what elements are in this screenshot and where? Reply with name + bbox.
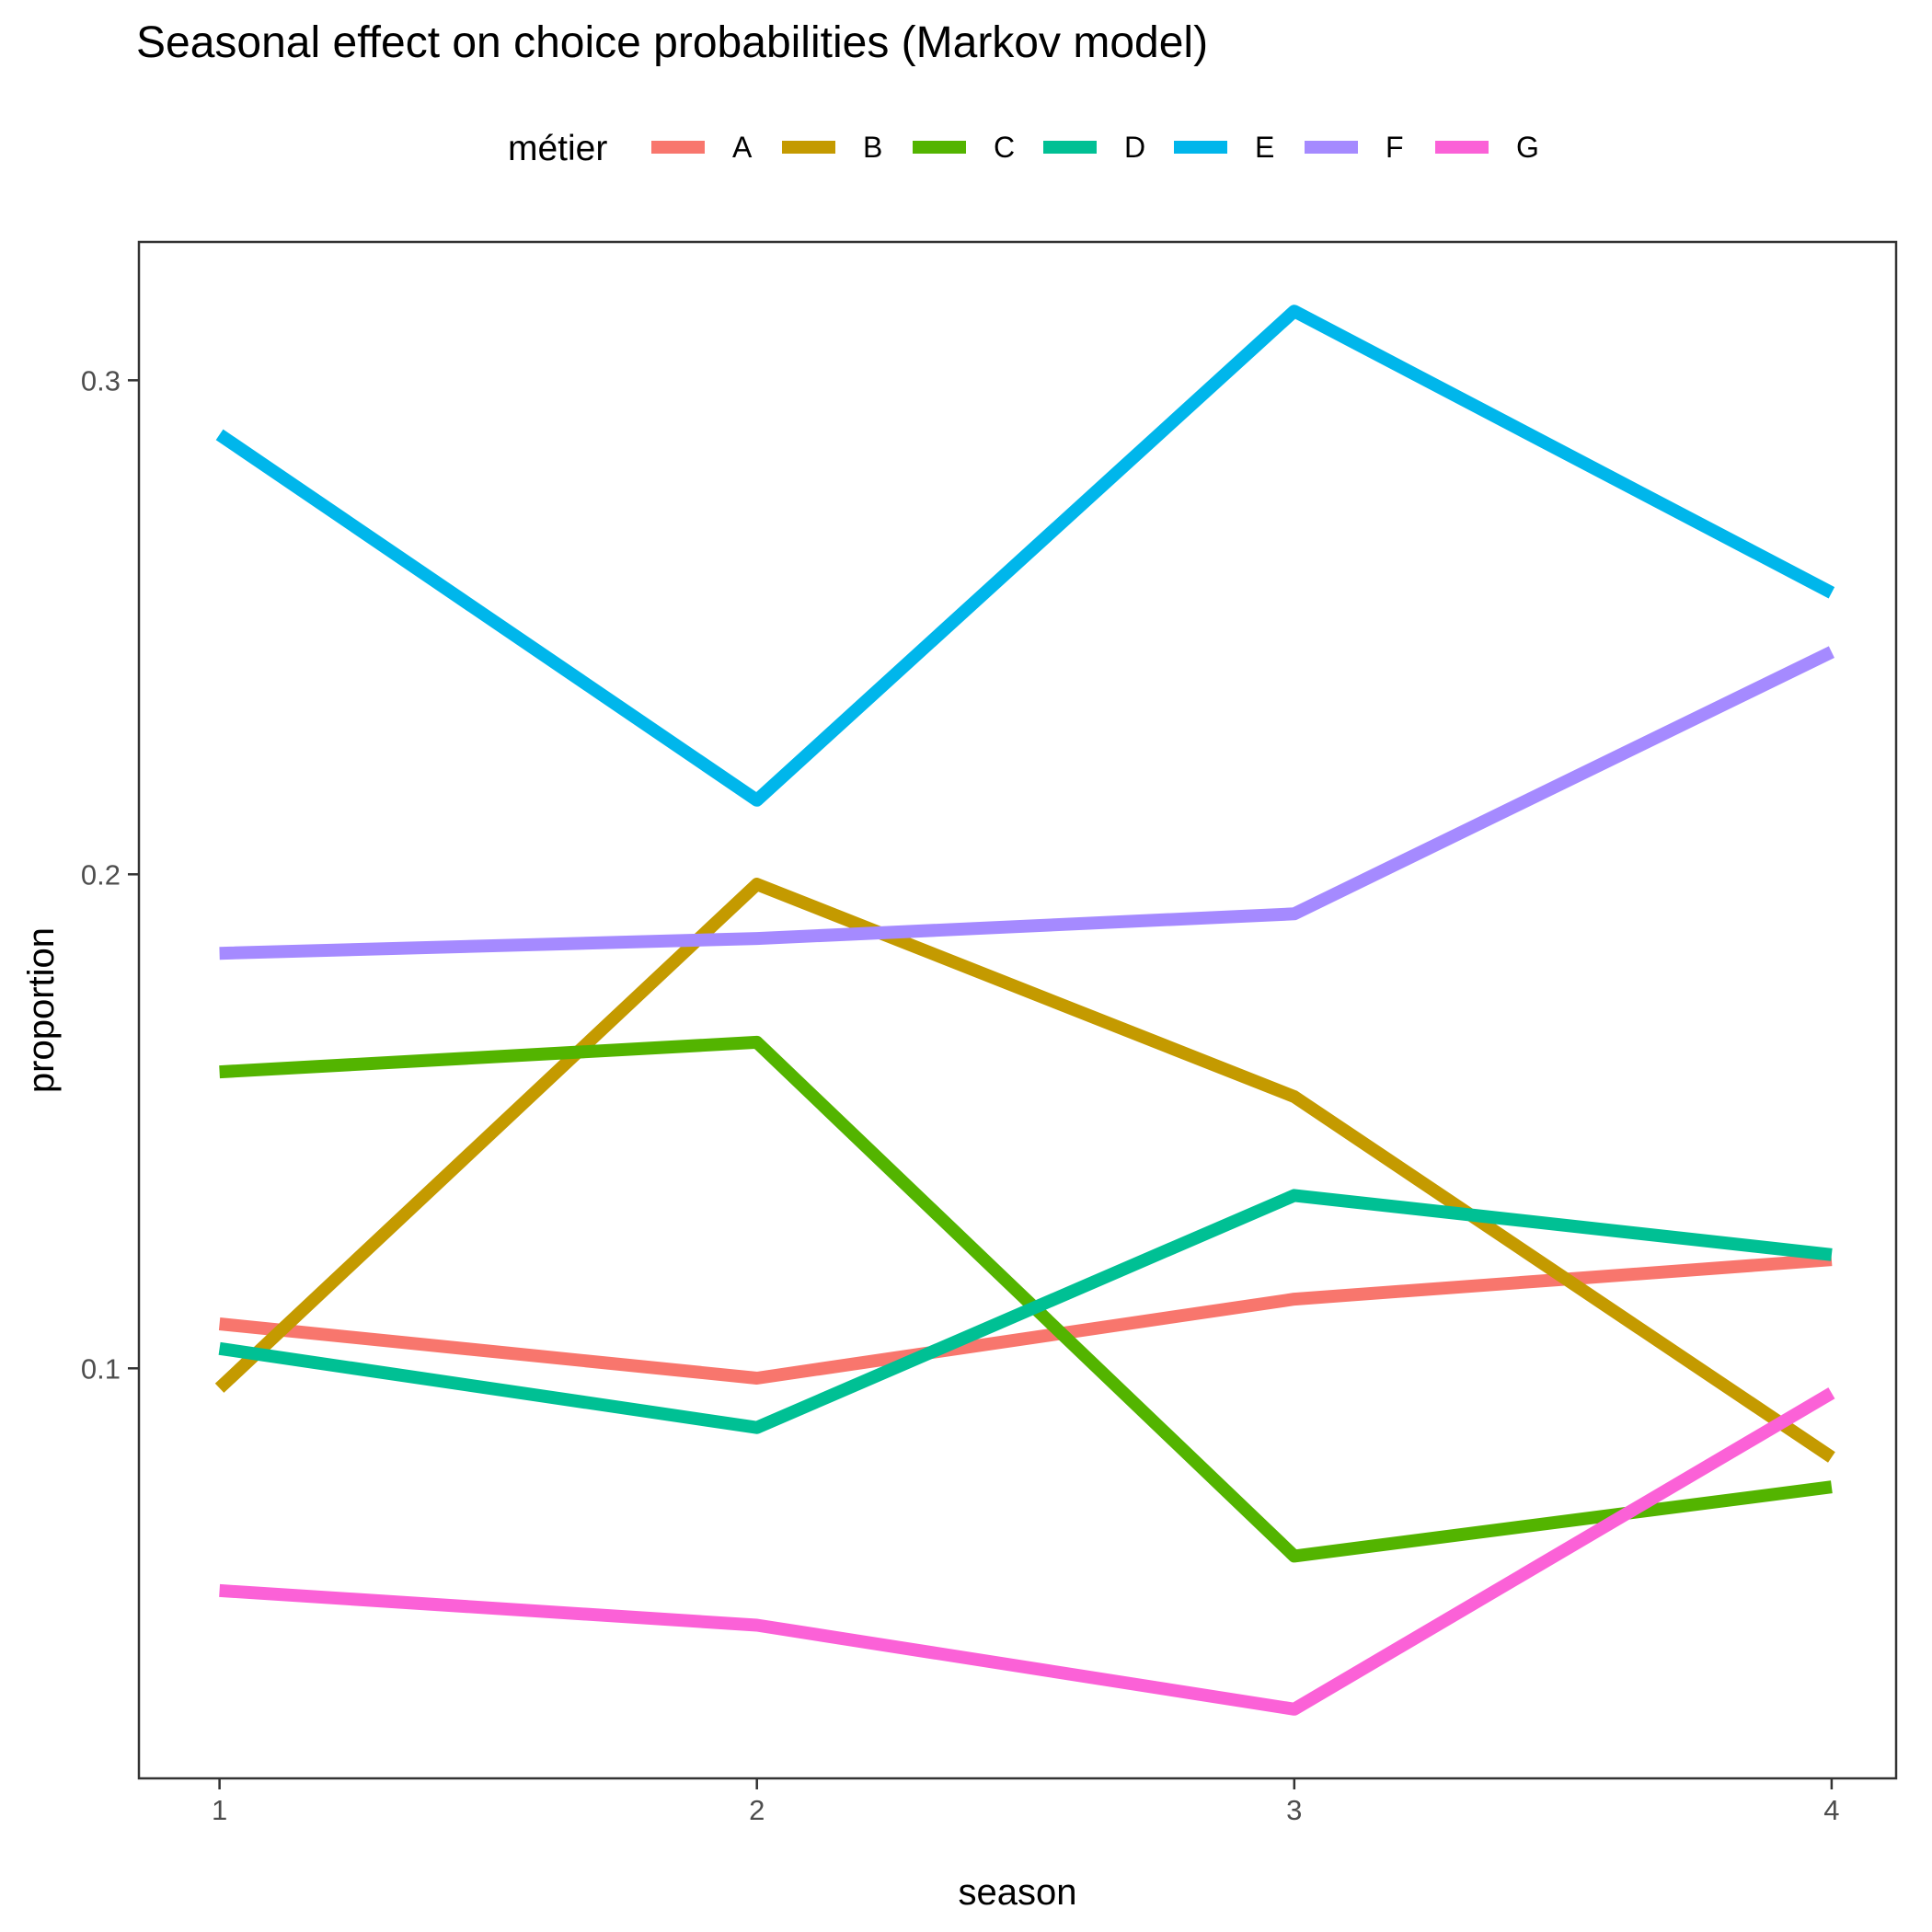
y-tick-label-0.3: 0.3 (81, 364, 121, 397)
legend: métier A B C D E F G (508, 129, 1539, 168)
y-axis: 0.1 0.2 0.3 (81, 364, 139, 1385)
series-line-C (219, 1035, 1833, 1563)
series-line-G (219, 1387, 1835, 1716)
legend-label-A: A (732, 131, 753, 164)
series-line-B (214, 878, 1835, 1463)
x-tick-label-4: 4 (1823, 1794, 1839, 1826)
legend-label-G: G (1516, 131, 1539, 164)
x-axis: 1 2 3 4 (212, 1778, 1840, 1826)
chart-title: Seasonal effect on choice probabilities … (136, 18, 1208, 67)
legend-label-F: F (1386, 131, 1404, 164)
legend-label-C: C (994, 131, 1015, 164)
legend-label-B: B (863, 131, 882, 164)
plot-panel (137, 240, 1898, 1780)
series-line-F (219, 646, 1834, 960)
series-line-A (218, 1253, 1833, 1385)
x-tick-label-3: 3 (1286, 1794, 1302, 1826)
legend-title: métier (508, 129, 607, 168)
legend-label-D: D (1124, 131, 1145, 164)
x-tick-label-1: 1 (212, 1794, 227, 1826)
x-tick-label-2: 2 (749, 1794, 765, 1826)
series-line-E (215, 305, 1835, 807)
y-tick-label-0.1: 0.1 (81, 1352, 121, 1385)
x-axis-title: season (959, 1872, 1077, 1913)
series-line-D (218, 1189, 1833, 1434)
plot-area (137, 240, 1898, 1780)
series-lines (214, 305, 1835, 1716)
legend-label-E: E (1255, 131, 1274, 164)
y-tick-label-0.2: 0.2 (81, 858, 121, 891)
y-axis-title: proportion (21, 927, 62, 1093)
